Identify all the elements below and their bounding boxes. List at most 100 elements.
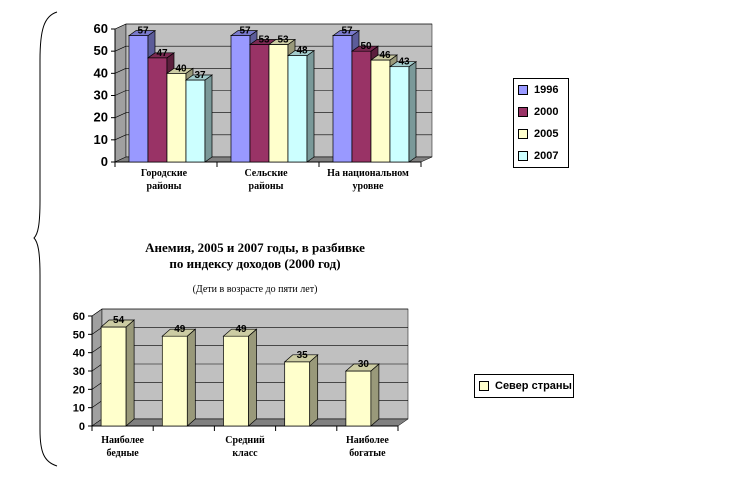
legend-item-north: Север страны — [475, 375, 573, 397]
left-brace — [33, 11, 58, 467]
y-tick-label: 20 — [94, 110, 108, 125]
bar — [100, 326, 127, 427]
data-label: 53 — [277, 35, 289, 46]
gridline-side — [114, 68, 127, 74]
category-label: Сельские — [244, 168, 288, 179]
bar — [223, 335, 249, 427]
bar-top — [267, 39, 297, 45]
category-label: Городские — [141, 168, 188, 179]
legend-years: 1996 2000 2005 2007 — [513, 78, 569, 168]
category-label: бедные — [106, 448, 139, 459]
legend-label-2005: 2005 — [534, 128, 559, 140]
data-label: 48 — [296, 46, 308, 57]
legend-label-2007: 2007 — [534, 150, 559, 162]
legend-swatch-2000 — [518, 107, 528, 117]
chart-income-index: 0 10 20 30 40 50 60 54 Наиболее бедные 49 49 Средний… — [73, 308, 409, 459]
data-label: 47 — [156, 48, 168, 59]
bar-top — [184, 74, 214, 81]
category-label: уровне — [353, 181, 384, 192]
chart2-subtitle: (Дети в возрасте до пяти лет) — [192, 284, 318, 295]
y-tick-label: 10 — [73, 403, 85, 415]
bar — [287, 55, 308, 163]
bar-side — [248, 328, 257, 427]
legend-swatch-north — [479, 381, 489, 391]
y-tick-label: 60 — [94, 21, 108, 36]
bar — [161, 335, 188, 427]
gridline-side — [91, 308, 103, 317]
data-label: 57 — [239, 26, 251, 37]
bar — [185, 79, 206, 163]
y-tick-label: 50 — [94, 43, 108, 58]
bar-side — [408, 61, 417, 163]
y-tick-label: 40 — [73, 348, 85, 360]
bar — [332, 35, 353, 163]
bar-top — [283, 354, 319, 363]
category-label: районы — [249, 181, 284, 192]
legend-label-1996: 1996 — [534, 84, 559, 96]
legend-item-2005: 2005 — [514, 123, 568, 145]
bar — [389, 66, 410, 163]
legend-region: Север страны — [474, 374, 574, 398]
bar — [268, 44, 289, 163]
bar — [230, 35, 251, 163]
bar — [345, 370, 372, 427]
bar — [147, 57, 168, 163]
gridline-side — [114, 134, 127, 141]
bar-top — [100, 319, 136, 328]
category-label: богатые — [349, 448, 386, 459]
category-label: Наиболее — [346, 435, 389, 446]
bar-side — [309, 354, 319, 427]
data-label: 57 — [137, 26, 149, 37]
data-label: 50 — [360, 41, 372, 52]
category-label: класс — [232, 448, 258, 459]
gridline-side — [114, 23, 127, 30]
data-label: 49 — [235, 324, 247, 335]
legend-item-1996: 1996 — [514, 79, 568, 101]
bar-top — [350, 45, 380, 52]
chart-urban-rural: 0 10 20 30 40 50 60 57 47 40 37 Городские районы 57 53… — [94, 21, 433, 192]
data-label: 53 — [258, 35, 270, 46]
y-tick-label: 0 — [79, 421, 85, 433]
bar-top — [388, 61, 418, 68]
legend-label-2000: 2000 — [534, 106, 559, 118]
bar-top — [344, 363, 380, 372]
chart2-title-line-1: Анемия, 2005 и 2007 годы, в разбивке — [145, 240, 365, 255]
bar — [370, 59, 391, 163]
data-label: 30 — [358, 359, 370, 370]
y-tick-label: 10 — [94, 132, 108, 147]
gridline-side — [114, 90, 127, 96]
category-label: На национальном — [327, 168, 409, 179]
gridline-side — [91, 400, 103, 408]
y-tick-label: 30 — [94, 88, 108, 103]
gridline-side — [91, 327, 103, 335]
bar-side — [186, 328, 196, 427]
legend-label-north: Север страны — [495, 380, 572, 392]
bar-side — [370, 363, 380, 427]
category-label: районы — [147, 181, 182, 192]
legend-swatch-2005 — [518, 129, 528, 139]
data-label: 43 — [398, 57, 410, 68]
y-tick-label: 60 — [73, 311, 85, 323]
legend-item-2000: 2000 — [514, 101, 568, 123]
gridline-side — [114, 45, 127, 52]
bar-side — [306, 49, 315, 163]
bar-top — [161, 328, 197, 337]
data-label: 49 — [174, 324, 186, 335]
data-label: 46 — [379, 50, 391, 61]
y-tick-label: 0 — [101, 154, 108, 169]
bar-top — [369, 54, 399, 61]
bar — [128, 35, 149, 163]
category-label: Наиболее — [101, 435, 144, 446]
gridline-side — [91, 363, 103, 372]
gridline-side — [91, 345, 103, 353]
bar-top — [222, 328, 258, 337]
y-tick-label: 30 — [73, 366, 85, 378]
bar-side — [204, 74, 213, 163]
gridline-side — [114, 112, 127, 118]
bar-side — [125, 319, 135, 427]
bar — [166, 72, 187, 163]
y-tick-label: 40 — [94, 65, 108, 80]
bar-top — [286, 50, 316, 56]
bar-top — [165, 67, 195, 74]
data-label: 54 — [113, 315, 125, 326]
